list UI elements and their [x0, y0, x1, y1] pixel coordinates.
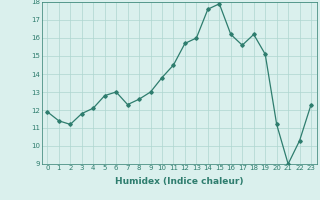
- X-axis label: Humidex (Indice chaleur): Humidex (Indice chaleur): [115, 177, 244, 186]
